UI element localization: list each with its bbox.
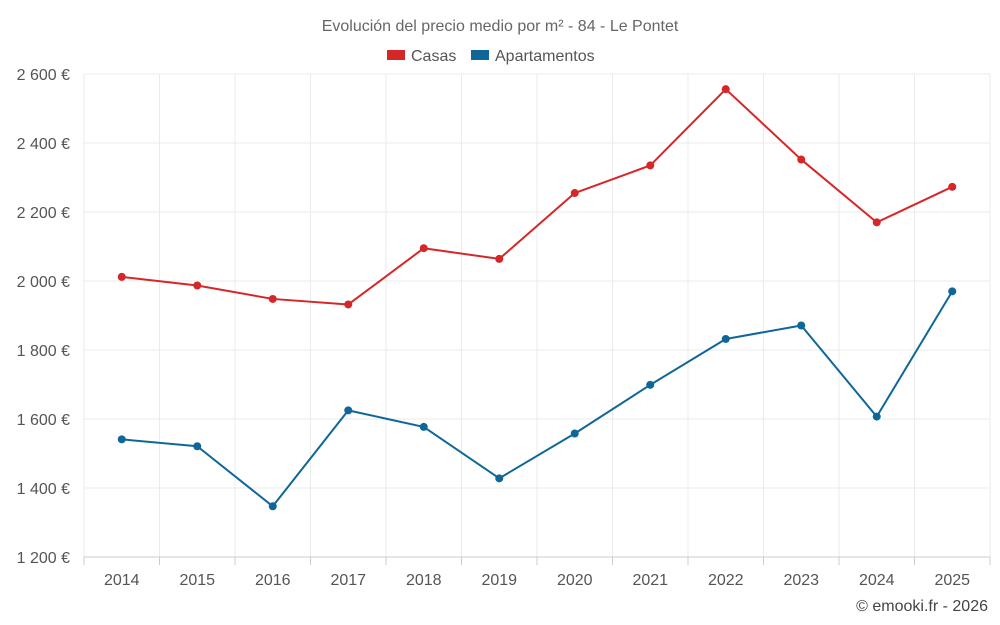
data-point-apartamentos-2023[interactable] xyxy=(797,321,806,330)
y-tick-label: 1 200 € xyxy=(17,550,70,567)
data-point-apartamentos-2018[interactable] xyxy=(419,422,428,431)
legend-swatch-casas xyxy=(387,50,405,60)
data-point-apartamentos-2021[interactable] xyxy=(646,380,655,389)
x-tick-label: 2025 xyxy=(934,572,970,589)
data-point-apartamentos-2024[interactable] xyxy=(872,412,881,421)
series-line-casas xyxy=(121,88,953,306)
series xyxy=(117,85,957,511)
y-tick-label: 1 600 € xyxy=(17,412,70,429)
y-tick-label: 2 000 € xyxy=(17,274,70,291)
y-tick-label: 1 400 € xyxy=(17,481,70,498)
y-tick-label: 2 400 € xyxy=(17,136,70,153)
y-tick-label: 2 200 € xyxy=(17,205,70,222)
legend[interactable]: Casas Apartamentos xyxy=(387,48,595,65)
data-point-apartamentos-2015[interactable] xyxy=(193,442,202,451)
y-tick-label: 1 800 € xyxy=(17,343,70,360)
data-point-apartamentos-2019[interactable] xyxy=(495,474,504,483)
x-tick-label: 2022 xyxy=(708,572,744,589)
chart-title: Evolución del precio medio por m² - 84 -… xyxy=(322,18,679,35)
series-line-apartamentos xyxy=(121,290,954,508)
data-point-apartamentos-2020[interactable] xyxy=(570,429,579,438)
x-axis-ticks: 2014 2015 2016 2017 2018 2019 2020 2021 … xyxy=(104,572,970,589)
x-tick-label: 2014 xyxy=(104,572,140,589)
y-axis-ticks: 1 200 € 1 400 € 1 600 € 1 800 € 2 000 € … xyxy=(17,67,70,567)
data-point-casas-2023[interactable] xyxy=(797,155,806,164)
data-point-casas-2025[interactable] xyxy=(948,182,957,191)
x-tick-label: 2018 xyxy=(406,572,442,589)
data-point-apartamentos-2022[interactable] xyxy=(721,334,730,343)
x-tick-label: 2016 xyxy=(255,572,291,589)
data-point-apartamentos-2014[interactable] xyxy=(117,435,126,444)
data-point-casas-2016[interactable] xyxy=(268,294,277,303)
grid-lines xyxy=(83,73,991,557)
series-casas xyxy=(117,85,957,309)
data-point-apartamentos-2025[interactable] xyxy=(948,287,957,296)
data-point-casas-2017[interactable] xyxy=(344,300,353,309)
x-tick-label: 2019 xyxy=(481,572,517,589)
x-tick-label: 2020 xyxy=(557,572,593,589)
data-point-casas-2020[interactable] xyxy=(570,189,579,198)
data-point-casas-2015[interactable] xyxy=(193,281,202,290)
data-point-apartamentos-2016[interactable] xyxy=(268,502,277,511)
data-point-casas-2019[interactable] xyxy=(495,254,504,263)
axes xyxy=(83,556,991,565)
data-point-casas-2022[interactable] xyxy=(721,85,730,94)
legend-label-casas[interactable]: Casas xyxy=(411,48,456,65)
x-tick-label: 2021 xyxy=(632,572,668,589)
legend-label-apartamentos[interactable]: Apartamentos xyxy=(495,48,595,65)
credit-text: © emooki.fr - 2026 xyxy=(856,598,988,615)
x-tick-label: 2024 xyxy=(859,572,895,589)
data-point-apartamentos-2017[interactable] xyxy=(344,406,353,415)
legend-swatch-apartamentos xyxy=(471,50,489,60)
data-point-casas-2018[interactable] xyxy=(419,244,428,253)
x-tick-label: 2017 xyxy=(330,572,366,589)
data-point-casas-2024[interactable] xyxy=(872,218,881,227)
x-tick-label: 2015 xyxy=(179,572,215,589)
data-point-casas-2014[interactable] xyxy=(117,272,126,281)
data-point-casas-2021[interactable] xyxy=(646,161,655,170)
y-tick-label: 2 600 € xyxy=(17,67,70,84)
x-tick-label: 2023 xyxy=(783,572,819,589)
series-apartamentos xyxy=(117,287,957,511)
